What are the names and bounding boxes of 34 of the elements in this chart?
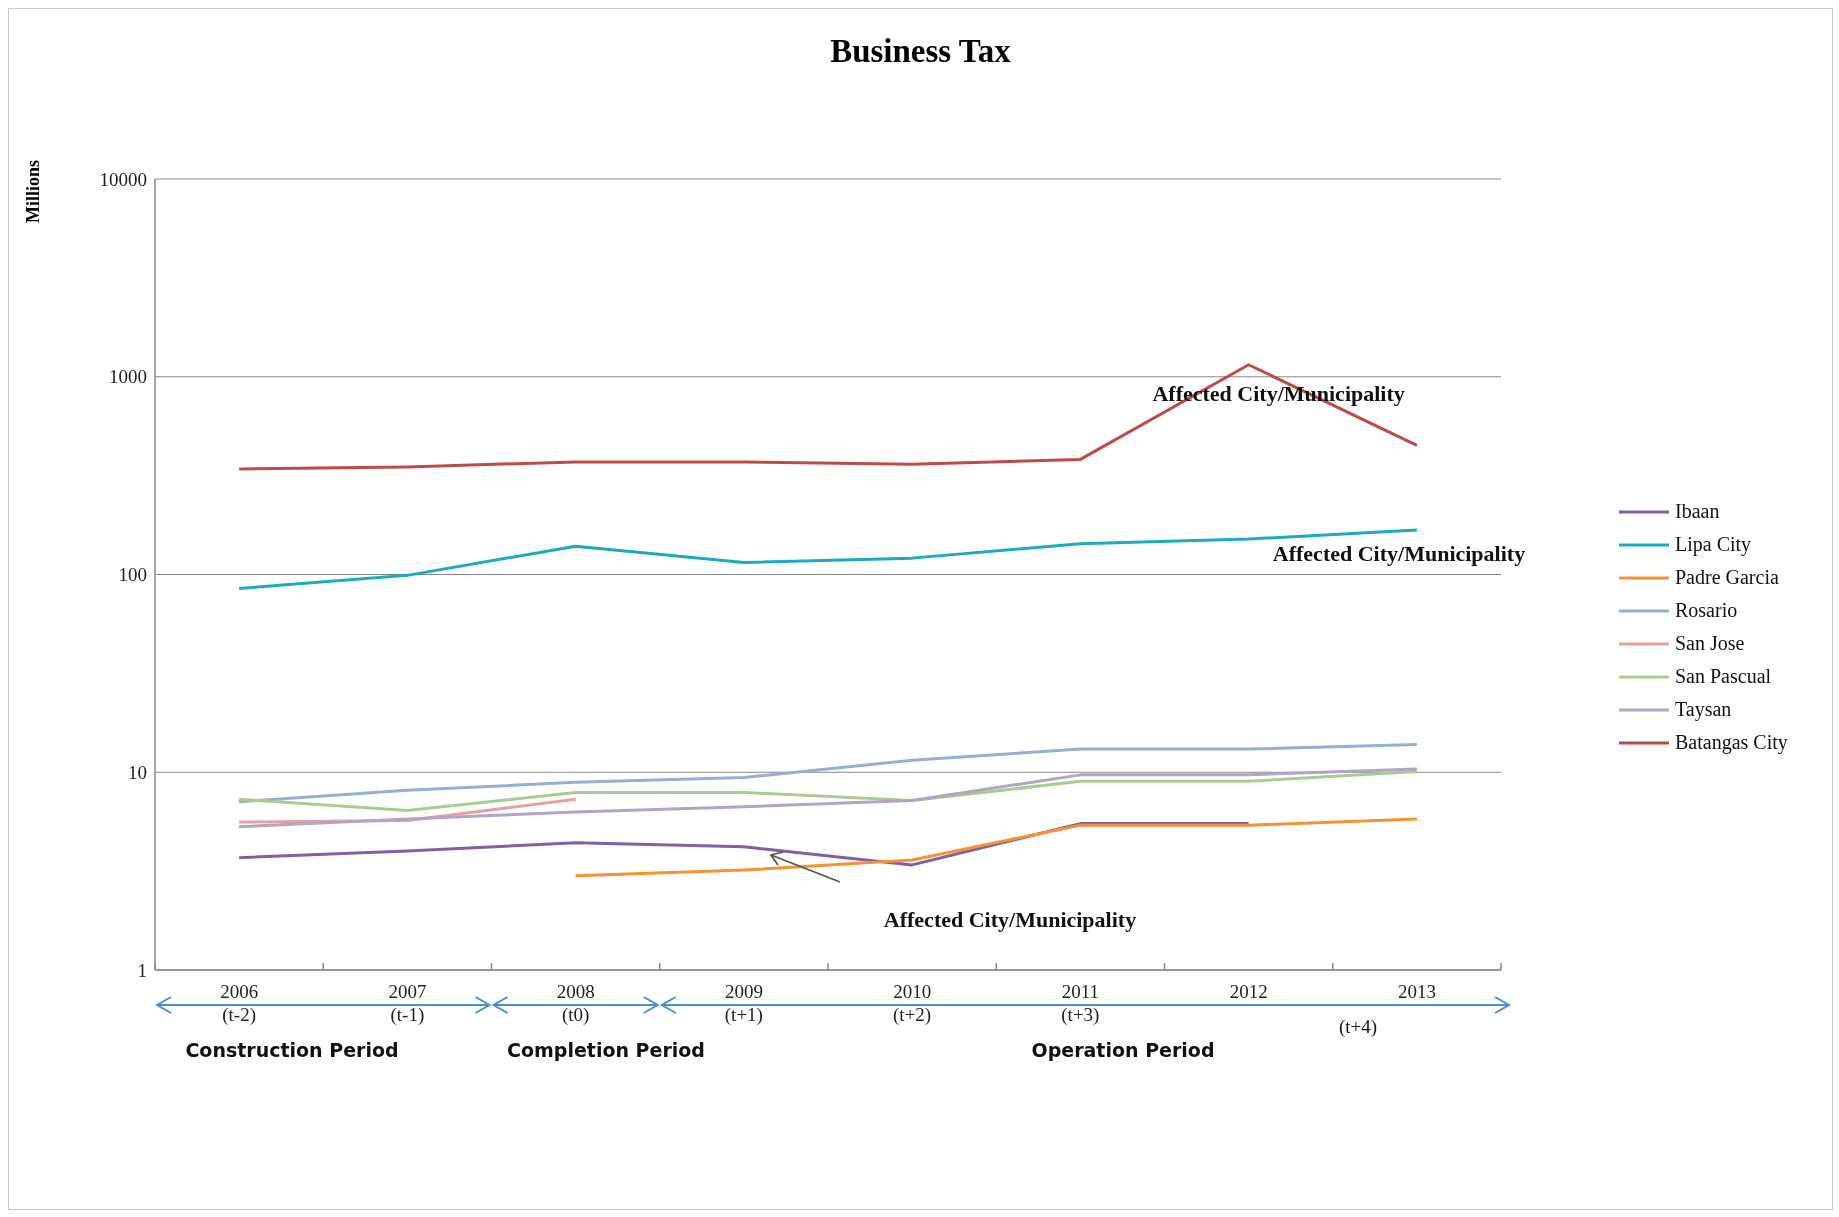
legend-label: Rosario: [1675, 599, 1738, 622]
text: Construction Period: [185, 1039, 399, 1061]
text: Completion Period: [507, 1039, 705, 1061]
legend-label: Lipa City: [1675, 533, 1752, 556]
line-series: [237, 743, 1419, 804]
annotation: Affected City/Municipality: [1272, 541, 1526, 566]
y-tick-label: 1: [137, 959, 147, 981]
x-tick-label: 2007 (t-1): [388, 981, 427, 1026]
y-tick-label: 100: [118, 564, 147, 586]
text: Operation Period: [1031, 1039, 1215, 1061]
line-series: [237, 769, 1419, 813]
x-tick-label: 2013: [1397, 981, 1436, 1002]
chart-title: Business Tax: [829, 33, 1012, 70]
x-tick-label: 2010 (t+2): [893, 981, 932, 1026]
y-axis-title: Millions: [23, 159, 44, 223]
legend-label: Ibaan: [1675, 500, 1720, 523]
line-series: [574, 817, 1419, 878]
line-series: [237, 363, 1419, 471]
y-tick-label: 10000: [99, 168, 147, 190]
annotation: Affected City/Municipality: [883, 907, 1137, 932]
legend-label: San Pascual: [1675, 665, 1772, 688]
legend-label: Batangas City: [1675, 731, 1788, 754]
x-tick-label: 2011 (t+3): [1061, 981, 1100, 1026]
legend-label: Padre Garcia: [1675, 566, 1779, 589]
x-tick-label: 2006 (t-2): [220, 981, 259, 1026]
x-tick-label: 2008 (t0): [556, 981, 595, 1026]
legend-label: San Jose: [1675, 632, 1745, 655]
y-tick-label: 10: [128, 761, 147, 783]
x-tick-label: 2009 (t+1): [724, 981, 763, 1026]
line-series: [237, 767, 1419, 829]
text: (t+4): [1338, 1016, 1378, 1038]
y-tick-label: 1000: [109, 366, 147, 388]
x-tick-label: 2012: [1229, 981, 1268, 1002]
legend-label: Taysan: [1675, 698, 1732, 721]
